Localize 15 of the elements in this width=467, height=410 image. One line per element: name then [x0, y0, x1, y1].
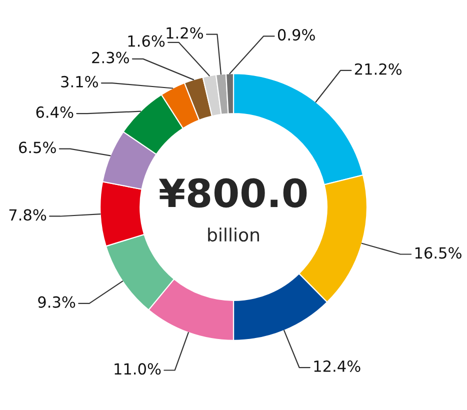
text: billion — [208, 228, 259, 242]
data-label: 6.5% — [19, 142, 56, 154]
data-label: 7.8% — [9, 209, 46, 221]
text: ¥800.0 — [158, 178, 307, 208]
data-label: 3.1% — [61, 76, 98, 88]
data-label: 16.5% — [415, 247, 462, 259]
data-label: 1.6% — [128, 35, 165, 47]
data-label: 9.3% — [38, 296, 76, 308]
data-label: 0.9% — [278, 29, 315, 41]
data-label: 6.4% — [36, 106, 74, 118]
data-label: 21.2% — [354, 63, 402, 75]
data-label: 1.2% — [166, 27, 204, 39]
data-label: 11.0% — [114, 363, 161, 375]
data-label: 2.3% — [92, 52, 129, 64]
data-label: 12.4% — [314, 360, 360, 372]
